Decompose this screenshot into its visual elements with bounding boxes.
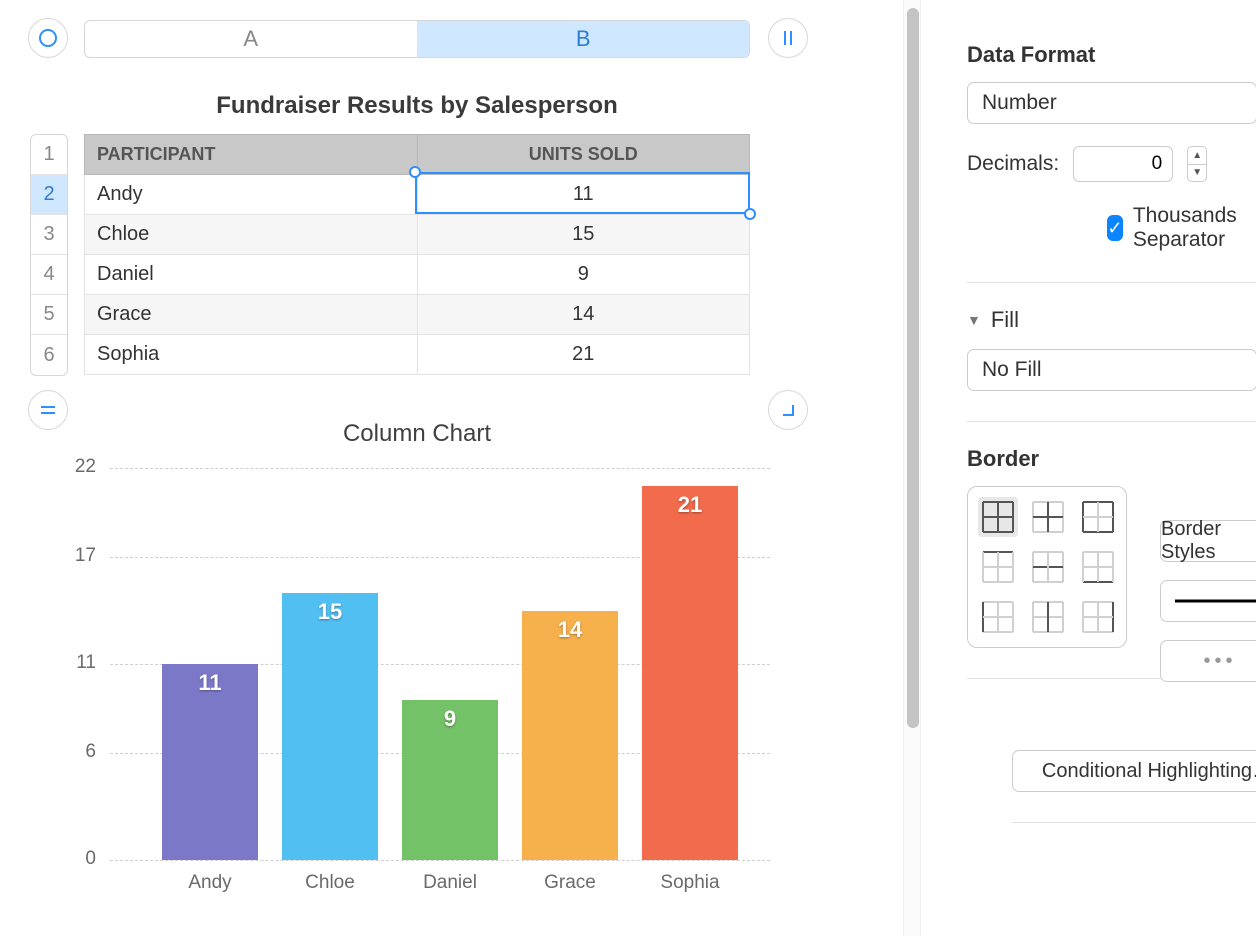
vertical-scrollbar[interactable]: [903, 0, 921, 936]
divider: [967, 282, 1256, 283]
stepper-down-icon[interactable]: ▼: [1188, 165, 1206, 182]
table-row[interactable]: Sophia21: [85, 335, 750, 375]
x-axis-category-label: Daniel: [390, 872, 510, 894]
units-cell[interactable]: 9: [417, 255, 749, 295]
border-heading: Border: [967, 446, 1256, 472]
add-column-button[interactable]: [768, 18, 808, 58]
data-format-select[interactable]: Number: [967, 82, 1256, 124]
data-format-value: Number: [982, 91, 1057, 115]
add-row-button[interactable]: [28, 390, 68, 430]
table-row[interactable]: Grace14: [85, 295, 750, 335]
border-preset-grid: [967, 486, 1127, 648]
row-headers: 123456: [30, 134, 68, 376]
chart-bar[interactable]: 15: [282, 593, 378, 860]
column-chart[interactable]: 0 6 11 17 22 11 Andy 15 Chloe 9 Daniel 14 Grace 21 Sop…: [54, 454, 774, 894]
table-row[interactable]: Chloe15: [85, 215, 750, 255]
conditional-highlight-button[interactable]: Conditional Highlighting…: [1012, 750, 1256, 792]
border-color-button[interactable]: •••: [1160, 640, 1256, 682]
decimals-label: Decimals:: [967, 152, 1059, 176]
units-cell[interactable]: 11: [417, 175, 749, 215]
table-corner-button[interactable]: [28, 18, 68, 58]
row-header[interactable]: 3: [31, 215, 67, 255]
border-line-style-button[interactable]: [1160, 580, 1256, 622]
table-row[interactable]: Daniel9: [85, 255, 750, 295]
y-axis-tick-label: 11: [54, 652, 96, 674]
thousands-checkbox[interactable]: ✓: [1107, 215, 1123, 241]
fill-disclosure[interactable]: ▼ Fill: [967, 307, 1256, 333]
participant-cell[interactable]: Chloe: [85, 215, 418, 255]
bar-value-label: 14: [522, 617, 618, 643]
chart-bar[interactable]: 14: [522, 611, 618, 860]
table-header-cell[interactable]: UNITS SOLD: [417, 135, 749, 175]
selection-handle[interactable]: [744, 208, 756, 220]
fill-heading: Fill: [991, 307, 1019, 333]
participant-cell[interactable]: Daniel: [85, 255, 418, 295]
y-axis-tick-label: 6: [54, 741, 96, 763]
spreadsheet-area: AB 123456 Fundraiser Results by Salesper…: [0, 0, 896, 936]
units-cell[interactable]: 21: [417, 335, 749, 375]
conditional-highlight-label: Conditional Highlighting…: [1042, 760, 1256, 783]
divider: [967, 421, 1256, 422]
border-preset[interactable]: [1078, 547, 1118, 587]
row-header[interactable]: 1: [31, 135, 67, 175]
border-preset[interactable]: [978, 597, 1018, 637]
divider: [1012, 822, 1256, 823]
participant-cell[interactable]: Andy: [85, 175, 418, 215]
x-axis-category-label: Sophia: [630, 872, 750, 894]
border-preset[interactable]: [1028, 547, 1068, 587]
bar-value-label: 21: [642, 492, 738, 518]
x-axis-category-label: Grace: [510, 872, 630, 894]
row-header[interactable]: 4: [31, 255, 67, 295]
data-format-heading: Data Format: [967, 42, 1256, 68]
y-axis-tick-label: 22: [54, 456, 96, 478]
stepper-up-icon[interactable]: ▲: [1188, 147, 1206, 165]
border-styles-label: Border Styles: [1161, 518, 1256, 564]
border-preset[interactable]: [1028, 497, 1068, 537]
border-preset[interactable]: [1078, 497, 1118, 537]
border-preset[interactable]: [1028, 597, 1068, 637]
border-preset[interactable]: [978, 497, 1018, 537]
y-axis-tick-label: 0: [54, 848, 96, 870]
ellipsis-icon: •••: [1203, 650, 1236, 673]
column-header[interactable]: A: [85, 21, 418, 57]
table-title: Fundraiser Results by Salesperson: [84, 92, 750, 120]
units-cell[interactable]: 14: [417, 295, 749, 335]
participant-cell[interactable]: Grace: [85, 295, 418, 335]
row-header[interactable]: 6: [31, 335, 67, 375]
table-resize-button[interactable]: [768, 390, 808, 430]
thousands-label: Thousands Separator: [1133, 204, 1256, 252]
units-cell[interactable]: 15: [417, 215, 749, 255]
selection-handle[interactable]: [409, 166, 421, 178]
fill-select[interactable]: No Fill: [967, 349, 1256, 391]
table-row[interactable]: Andy11: [85, 175, 750, 215]
chart-gridline: [110, 468, 770, 469]
scrollbar-thumb[interactable]: [907, 8, 919, 728]
column-header[interactable]: B: [418, 21, 750, 57]
chart-bar[interactable]: 21: [642, 486, 738, 860]
border-controls-column: Border Styles •••: [1160, 520, 1256, 682]
x-axis-category-label: Andy: [150, 872, 270, 894]
chart-bar[interactable]: 11: [162, 664, 258, 860]
participant-cell[interactable]: Sophia: [85, 335, 418, 375]
bar-value-label: 11: [162, 670, 258, 696]
row-header[interactable]: 5: [31, 295, 67, 335]
bar-value-label: 9: [402, 706, 498, 732]
disclosure-triangle-icon: ▼: [967, 312, 981, 328]
chart-title: Column Chart: [84, 420, 750, 448]
border-preset[interactable]: [1078, 597, 1118, 637]
bar-value-label: 15: [282, 599, 378, 625]
chart-bar[interactable]: 9: [402, 700, 498, 860]
x-axis-category-label: Chloe: [270, 872, 390, 894]
chart-gridline: [110, 860, 770, 861]
column-headers: AB: [84, 20, 750, 58]
y-axis-tick-label: 17: [54, 545, 96, 567]
decimals-input[interactable]: [1073, 146, 1173, 182]
border-preset[interactable]: [978, 547, 1018, 587]
border-styles-button[interactable]: Border Styles: [1160, 520, 1256, 562]
row-header[interactable]: 2: [31, 175, 67, 215]
decimals-stepper[interactable]: ▲ ▼: [1187, 146, 1207, 182]
table-header-cell[interactable]: PARTICIPANT: [85, 135, 418, 175]
fill-value: No Fill: [982, 358, 1042, 382]
